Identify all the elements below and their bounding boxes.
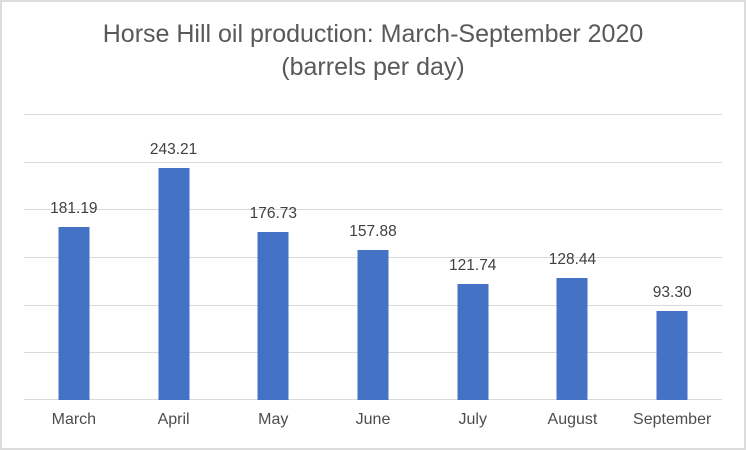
x-axis-label-april: April (157, 411, 190, 428)
gridline-y-300 (24, 114, 722, 115)
data-label-june: 157.88 (349, 222, 397, 240)
bar-column-august: 128.44 (523, 114, 623, 400)
bar-july (457, 283, 489, 400)
bar-column-september: 93.30 (622, 114, 722, 400)
bar-column-april: 243.21 (124, 114, 224, 400)
gridline-y-250 (24, 161, 722, 163)
bar-august (556, 277, 588, 400)
x-axis-label-may: May (258, 411, 289, 428)
plot-area: 181.19 243.21 176.73 157.88 121.74 128.44 93.3… (24, 114, 722, 400)
data-label-august: 128.44 (548, 250, 597, 268)
bar-may (257, 231, 289, 400)
bar-september (656, 311, 688, 400)
bar-column-july: 121.74 (423, 114, 523, 400)
chart-title: Horse Hill oil production: March-Septemb… (102, 20, 644, 48)
chart-title-block: Horse Hill oil production: March-Septemb… (2, 18, 744, 84)
x-axis-labels: March April May June July August September (24, 406, 722, 434)
x-axis-label-july: July (458, 411, 487, 428)
bar-june (357, 249, 389, 400)
data-label-march: 181.19 (50, 200, 98, 218)
x-axis-label-june: June (355, 411, 391, 428)
chart-subtitle: (barrels per day) (281, 53, 465, 81)
bar-column-march: 181.19 (24, 114, 124, 400)
data-label-july: 121.74 (449, 256, 497, 274)
bars-container: 181.19 243.21 176.73 157.88 121.74 128.44 93.3… (24, 114, 722, 400)
data-label-may: 176.73 (249, 204, 298, 222)
gridline-y-200 (24, 209, 722, 211)
x-axis-label-september: September (633, 411, 712, 428)
x-axis-label-march: March (51, 411, 97, 428)
data-label-april: 243.21 (149, 141, 198, 159)
bar-column-may: 176.73 (223, 114, 323, 400)
bar-column-june: 157.88 (323, 114, 423, 400)
x-axis-label-august: August (547, 411, 598, 428)
bar-march (58, 227, 90, 400)
bar-april (158, 168, 190, 400)
data-label-september: 93.30 (652, 284, 692, 302)
